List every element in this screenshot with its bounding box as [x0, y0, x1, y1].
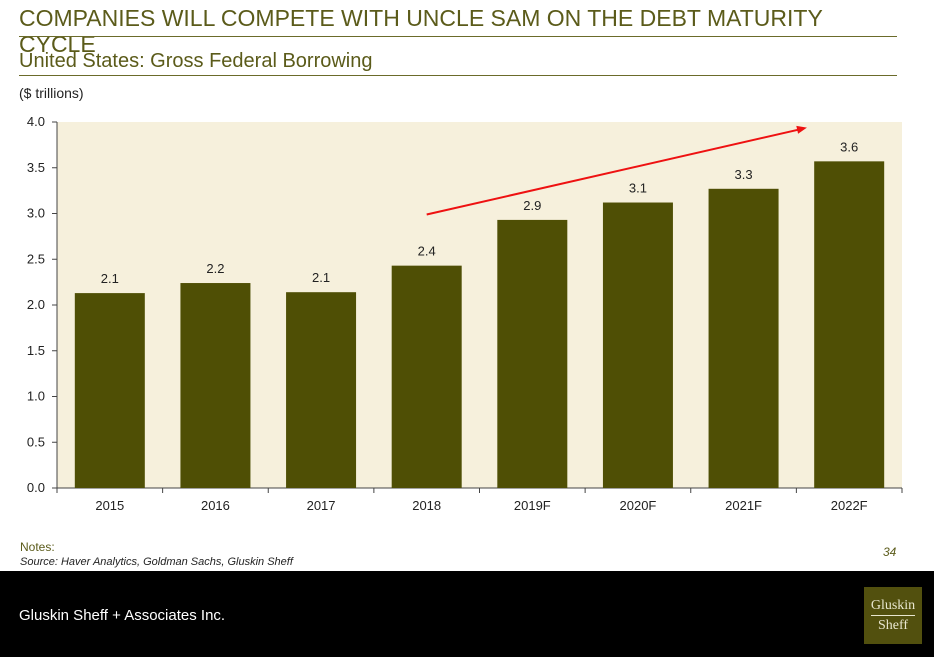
x-tick-label-2020F: 2020F	[620, 498, 657, 513]
data-label-2018: 2.4	[418, 244, 436, 259]
data-label-2022F: 3.6	[840, 139, 858, 154]
bar-2022F	[814, 161, 885, 488]
bar-2018	[391, 265, 462, 488]
y-tick-label: 4.0	[27, 114, 45, 129]
units-label: ($ trillions)	[19, 85, 84, 101]
y-tick-label: 0.0	[27, 480, 45, 495]
subtitle-rule	[19, 75, 897, 76]
data-label-2021F: 3.3	[735, 167, 753, 182]
x-tick-label-2022F: 2022F	[831, 498, 868, 513]
x-tick-label-2017: 2017	[307, 498, 336, 513]
data-label-2016: 2.2	[206, 261, 224, 276]
chart-subtitle: United States: Gross Federal Borrowing	[19, 50, 373, 72]
title-rule	[19, 36, 897, 37]
x-tick-label-2018: 2018	[412, 498, 441, 513]
y-tick-label: 1.0	[27, 389, 45, 404]
y-tick-label: 3.5	[27, 160, 45, 175]
data-label-2015: 2.1	[101, 271, 119, 286]
gluskin-sheff-logo: Gluskin Sheff	[864, 587, 922, 644]
source-text: Source: Haver Analytics, Goldman Sachs, …	[20, 556, 293, 568]
y-tick-label: 2.0	[27, 297, 45, 312]
x-tick-label-2015: 2015	[95, 498, 124, 513]
logo-text-bottom: Sheff	[877, 618, 909, 633]
y-tick-label: 1.5	[27, 343, 45, 358]
x-tick-label-2016: 2016	[201, 498, 230, 513]
page-number: 34	[883, 545, 897, 559]
bar-2021F	[708, 188, 779, 489]
bar-2019F	[497, 219, 568, 488]
bar-2016	[180, 283, 251, 488]
trend-arrow-line	[426, 128, 800, 216]
notes-label: Notes:	[20, 540, 55, 554]
data-label-2020F: 3.1	[629, 181, 647, 196]
x-tick-label-2021F: 2021F	[725, 498, 762, 513]
bar-2020F	[602, 202, 673, 488]
trend-arrow-head	[796, 125, 807, 134]
x-tick-label-2019F: 2019F	[514, 498, 551, 513]
data-label-2019F: 2.9	[523, 198, 541, 213]
y-tick-label: 0.5	[27, 434, 45, 449]
logo-divider	[871, 615, 915, 616]
bar-chart: 0.0 0.5 1.0 1.5 2.0 2.5 3.0 3.5 4.0 2.1 2015 2.2 201…	[27, 114, 903, 513]
footer-bar: Gluskin Sheff + Associates Inc. Gluskin …	[0, 571, 934, 657]
data-label-2017: 2.1	[312, 270, 330, 285]
company-name: Gluskin Sheff + Associates Inc.	[19, 607, 226, 624]
bar-2017	[286, 292, 357, 488]
logo-text-top: Gluskin	[870, 598, 916, 613]
slide-title: COMPANIES WILL COMPETE WITH UNCLE SAM ON…	[19, 5, 823, 57]
y-tick-label: 2.5	[27, 251, 45, 266]
bar-2015	[74, 293, 145, 488]
y-tick-label: 3.0	[27, 206, 45, 221]
